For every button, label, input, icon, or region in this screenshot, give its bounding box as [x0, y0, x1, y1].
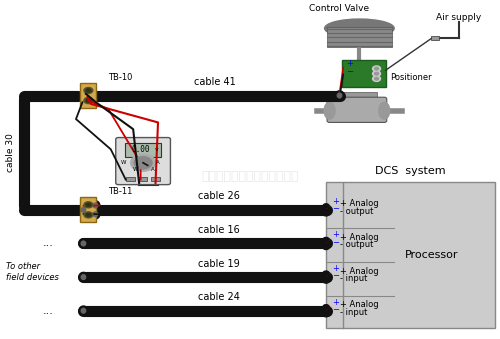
Text: W: W	[120, 160, 126, 165]
Circle shape	[323, 204, 329, 208]
Circle shape	[323, 212, 329, 216]
Ellipse shape	[81, 207, 86, 212]
Text: - output: - output	[340, 240, 373, 249]
Circle shape	[86, 89, 91, 92]
Text: + Analog: + Analog	[340, 199, 378, 208]
FancyBboxPatch shape	[126, 177, 134, 181]
Circle shape	[84, 212, 93, 218]
Ellipse shape	[81, 241, 86, 246]
Ellipse shape	[91, 210, 100, 219]
Text: +: +	[332, 264, 339, 273]
Text: TB-11: TB-11	[108, 187, 132, 196]
Text: DCS  system: DCS system	[375, 166, 446, 176]
Circle shape	[323, 237, 329, 241]
Ellipse shape	[79, 239, 88, 248]
Circle shape	[86, 99, 91, 102]
Text: −: −	[332, 305, 339, 314]
FancyBboxPatch shape	[124, 143, 162, 157]
Circle shape	[84, 87, 93, 94]
Text: +: +	[346, 59, 352, 68]
Text: v: v	[154, 147, 158, 152]
FancyBboxPatch shape	[342, 60, 386, 87]
Text: - input: - input	[340, 307, 367, 317]
Circle shape	[374, 67, 378, 70]
Text: To other
field devices: To other field devices	[6, 262, 59, 282]
Circle shape	[323, 305, 329, 309]
FancyBboxPatch shape	[80, 197, 96, 222]
Ellipse shape	[379, 102, 390, 119]
FancyBboxPatch shape	[431, 36, 440, 40]
Ellipse shape	[81, 308, 86, 313]
Circle shape	[130, 154, 156, 171]
Text: A: A	[156, 160, 160, 165]
Ellipse shape	[324, 102, 335, 119]
Text: Processor: Processor	[404, 250, 458, 260]
Text: ...: ...	[43, 238, 54, 248]
FancyBboxPatch shape	[80, 83, 96, 108]
Text: Air supply: Air supply	[436, 13, 482, 22]
Circle shape	[323, 313, 329, 317]
Text: - input: - input	[340, 274, 367, 283]
Circle shape	[374, 72, 378, 75]
Text: A: A	[151, 167, 155, 172]
Text: cable 30: cable 30	[6, 133, 16, 172]
Circle shape	[84, 202, 93, 208]
Circle shape	[86, 203, 91, 206]
Text: cable 24: cable 24	[198, 292, 240, 302]
Circle shape	[372, 66, 380, 71]
Ellipse shape	[88, 93, 93, 98]
Text: Control Valve: Control Valve	[310, 4, 370, 13]
Text: Positioner: Positioner	[390, 73, 432, 82]
Ellipse shape	[81, 275, 86, 279]
Ellipse shape	[338, 93, 342, 98]
Text: 泰安宏盛自动化科技有限公司: 泰安宏盛自动化科技有限公司	[201, 170, 299, 183]
Ellipse shape	[79, 272, 88, 282]
Text: −: −	[332, 204, 339, 213]
FancyBboxPatch shape	[326, 182, 494, 328]
Text: −: −	[346, 67, 352, 76]
FancyBboxPatch shape	[151, 177, 160, 181]
Text: +: +	[332, 197, 339, 206]
Circle shape	[86, 213, 91, 217]
Ellipse shape	[324, 19, 394, 38]
Text: cable 16: cable 16	[198, 225, 240, 235]
Text: + Analog: + Analog	[340, 266, 378, 276]
Text: + Analog: + Analog	[340, 300, 378, 309]
FancyBboxPatch shape	[138, 177, 147, 181]
Text: cable 41: cable 41	[194, 77, 236, 87]
FancyBboxPatch shape	[327, 97, 386, 122]
Circle shape	[323, 245, 329, 250]
Circle shape	[134, 157, 152, 169]
Circle shape	[372, 71, 380, 76]
Ellipse shape	[93, 212, 98, 217]
FancyBboxPatch shape	[337, 92, 377, 101]
Ellipse shape	[91, 201, 100, 210]
Text: cable 26: cable 26	[198, 192, 240, 201]
Text: TB-10: TB-10	[108, 73, 132, 82]
Text: + Analog: + Analog	[340, 233, 378, 242]
Text: +: +	[332, 298, 339, 307]
Text: cable 19: cable 19	[198, 259, 240, 269]
FancyBboxPatch shape	[327, 26, 392, 47]
Ellipse shape	[79, 205, 88, 215]
Ellipse shape	[86, 91, 96, 100]
Circle shape	[323, 271, 329, 275]
Text: W: W	[133, 167, 138, 172]
FancyBboxPatch shape	[116, 138, 170, 185]
Text: ...: ...	[43, 306, 54, 316]
Circle shape	[84, 98, 93, 104]
Ellipse shape	[79, 306, 88, 315]
Text: 0.00: 0.00	[132, 145, 150, 154]
Ellipse shape	[335, 91, 344, 100]
Text: +: +	[332, 231, 339, 239]
Circle shape	[323, 279, 329, 283]
Circle shape	[374, 77, 378, 80]
Text: −: −	[332, 272, 339, 280]
Text: - output: - output	[340, 207, 373, 216]
Text: ...: ...	[43, 272, 54, 282]
Ellipse shape	[93, 203, 98, 208]
Circle shape	[372, 76, 380, 81]
Text: −: −	[332, 238, 339, 247]
